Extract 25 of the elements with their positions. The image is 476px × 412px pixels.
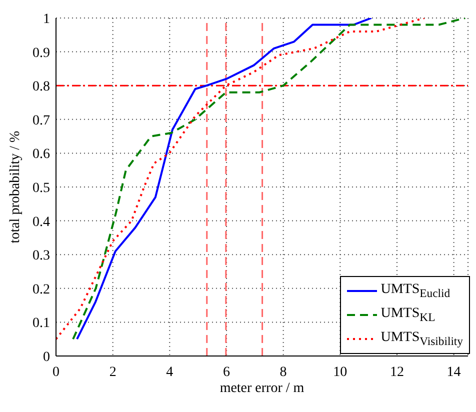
y-tick-label: 0.6	[32, 147, 50, 162]
x-tick-label: 6	[222, 364, 230, 380]
x-tick-label: 2	[109, 364, 116, 380]
y-tick-label: 0.2	[32, 282, 50, 298]
y-tick-label: 0	[43, 350, 50, 365]
legend-label: UMTS$_{Euclid}$	[380, 282, 450, 300]
y-axis-title: total probability / %	[8, 130, 23, 244]
legend-label: UMTS$_{Visibility}$	[380, 330, 463, 348]
y-tick-label: 0.9	[32, 46, 50, 61]
x-tick-label: 14	[446, 364, 461, 380]
y-tick-label: 0.8	[32, 80, 50, 95]
y-tick-label: 0.1	[32, 316, 50, 332]
x-axis-title: meter error / m	[220, 381, 304, 396]
y-tick-label: 1	[43, 12, 50, 27]
y-tick-label: 0.3	[32, 248, 50, 264]
y-tick-label: 0.4	[32, 214, 50, 230]
x-tick-label: 0	[52, 364, 60, 380]
x-tick-label: 12	[390, 364, 404, 380]
line-series	[76, 18, 372, 340]
y-tick-label: 0.7	[32, 113, 50, 128]
x-tick-label: 8	[280, 364, 287, 380]
legend-label: UMTS$_{KL}$	[380, 306, 436, 324]
y-tick-label: 0.5	[32, 180, 50, 196]
x-tick-label: 4	[166, 364, 174, 380]
x-tick-label: 10	[333, 364, 348, 380]
